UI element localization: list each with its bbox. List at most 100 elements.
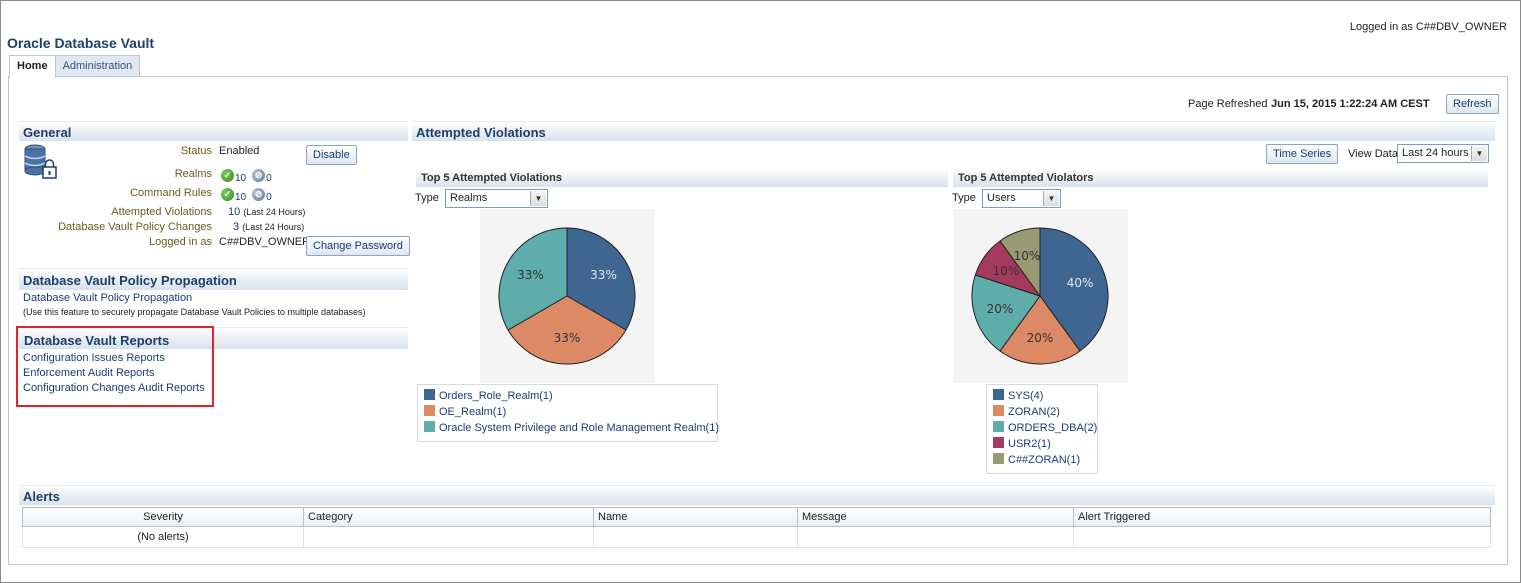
- policy-changes-count[interactable]: 3: [233, 221, 240, 233]
- violations-type-select[interactable]: Realms ▼: [445, 189, 548, 208]
- legend-item[interactable]: Oracle System Privilege and Role Managem…: [424, 421, 719, 437]
- violations-pie-chart: 33% 33% 33%: [498, 227, 636, 365]
- policy-changes-label: Database Vault Policy Changes: [58, 221, 212, 233]
- page-refreshed-timestamp: Jun 15, 2015 1:22:24 AM CEST: [1271, 98, 1430, 110]
- attempted-violations-note: (Last 24 Hours): [243, 207, 306, 217]
- violators-pie-chart: 40% 20% 20% 10%10%: [971, 227, 1109, 365]
- page-refreshed-label: Page Refreshed: [1188, 98, 1268, 110]
- enabled-check-icon: ✓: [221, 188, 234, 201]
- legend-item[interactable]: Orders_Role_Realm(1): [424, 389, 711, 405]
- pie-slice-label: 33%: [590, 268, 617, 282]
- attempted-violations-label: Attempted Violations: [111, 206, 212, 218]
- violators-type-label: Type: [952, 192, 976, 204]
- pie-slice[interactable]: [999, 227, 1041, 298]
- realms-label: Realms: [174, 168, 212, 180]
- content-panel: [8, 76, 1508, 565]
- change-password-button[interactable]: Change Password: [306, 236, 410, 256]
- pie-slice[interactable]: [566, 227, 636, 331]
- status-label: Status: [180, 145, 212, 157]
- violators-chart-area: 40% 20% 20% 10% 10%: [953, 209, 1128, 383]
- propagation-note: (Use this feature to securely propagate …: [23, 307, 366, 317]
- table-cell: [797, 526, 1074, 548]
- table-cell: [1073, 526, 1491, 548]
- chevron-down-icon: ▼: [1043, 191, 1059, 206]
- view-data-label: View Data: [1348, 148, 1398, 160]
- legend-swatch: [424, 421, 435, 432]
- general-header: General: [19, 121, 408, 141]
- table-row: (No alerts): [22, 526, 1491, 548]
- status-value: Enabled: [219, 145, 260, 157]
- violations-legend: Orders_Role_Realm(1) OE_Realm(1) Oracle …: [417, 384, 719, 442]
- pie-slice-label: 40%: [1067, 276, 1094, 290]
- pie-slice-label: 10%: [993, 264, 1020, 278]
- legend-swatch: [993, 421, 1004, 432]
- realms-disabled-count[interactable]: 0: [266, 173, 272, 184]
- alerts-header-row: Severity Category Name Message Alert Tri…: [22, 507, 1491, 527]
- chevron-down-icon: ▼: [1471, 146, 1487, 161]
- policy-changes-note: (Last 24 Hours): [242, 222, 305, 232]
- time-series-button[interactable]: Time Series: [1266, 144, 1339, 164]
- pie-slice[interactable]: [507, 295, 627, 365]
- tab-home[interactable]: Home: [9, 55, 56, 78]
- pie-slice[interactable]: [971, 274, 1041, 352]
- legend-swatch: [993, 405, 1004, 416]
- legend-label: Orders_Role_Realm(1): [439, 390, 553, 402]
- attempted-violations-count[interactable]: 10: [228, 206, 241, 218]
- pie-slice[interactable]: [1039, 227, 1109, 352]
- legend-item[interactable]: ORDERS_DBA(2): [993, 421, 1097, 437]
- legend-item[interactable]: SYS(4): [993, 389, 1091, 405]
- command-rules-enabled-count[interactable]: 10: [235, 192, 247, 203]
- violations-type-label: Type: [415, 192, 439, 204]
- table-cell: [593, 526, 798, 548]
- propagation-header: Database Vault Policy Propagation: [19, 268, 408, 290]
- legend-swatch: [993, 389, 1004, 400]
- legend-item[interactable]: C##ZORAN(1): [993, 453, 1091, 469]
- command-rules-disabled-count[interactable]: 0: [266, 192, 272, 203]
- legend-swatch: [993, 437, 1004, 448]
- configuration-changes-audit-reports-link[interactable]: Configuration Changes Audit Reports: [23, 382, 205, 394]
- configuration-issues-reports-link[interactable]: Configuration Issues Reports: [23, 352, 165, 364]
- policy-changes-row: 3 (Last 24 Hours): [233, 221, 304, 233]
- pie-slice-label: 33%: [554, 331, 581, 345]
- disable-button[interactable]: Disable: [306, 145, 357, 165]
- tab-bar: Home Administration: [9, 55, 141, 78]
- violators-chart-header: Top 5 Attempted Violators: [953, 169, 1488, 187]
- app-title: Oracle Database Vault: [7, 35, 155, 51]
- attempted-violations-row: 10 (Last 24 Hours): [228, 206, 305, 218]
- pie-slice[interactable]: [999, 295, 1081, 365]
- column-severity[interactable]: Severity: [22, 507, 304, 527]
- legend-item[interactable]: ZORAN(2): [993, 405, 1091, 421]
- table-cell: [303, 526, 594, 548]
- logged-in-as-label: Logged in as: [149, 236, 212, 248]
- legend-item[interactable]: OE_Realm(1): [424, 405, 711, 421]
- no-alerts-cell: (No alerts): [22, 526, 304, 548]
- attempted-violations-header: Attempted Violations: [412, 121, 1495, 141]
- column-name[interactable]: Name: [593, 507, 798, 527]
- reports-highlight-box: [16, 326, 214, 407]
- violations-chart-area: 33% 33% 33%: [480, 209, 655, 383]
- enforcement-audit-reports-link[interactable]: Enforcement Audit Reports: [23, 367, 155, 379]
- column-alert-triggered[interactable]: Alert Triggered: [1073, 507, 1491, 527]
- command-rules-counts: ✓ 10 ⊘ 0: [221, 186, 278, 203]
- reports-header: Database Vault Reports: [19, 327, 408, 349]
- propagation-link[interactable]: Database Vault Policy Propagation: [23, 292, 193, 304]
- violators-type-select[interactable]: Users ▼: [982, 189, 1061, 208]
- pie-slice-label: 10%: [1014, 249, 1041, 263]
- disabled-icon: ⊘: [252, 169, 266, 182]
- enabled-check-icon: ✓: [221, 169, 234, 182]
- view-data-select[interactable]: Last 24 hours ▼: [1397, 144, 1489, 163]
- legend-label: USR2(1): [1008, 438, 1051, 450]
- column-category[interactable]: Category: [303, 507, 594, 527]
- logged-in-as-value: C##DBV_OWNER: [219, 236, 311, 248]
- refresh-button[interactable]: Refresh: [1446, 94, 1499, 114]
- realms-enabled-count[interactable]: 10: [235, 173, 247, 184]
- tab-administration[interactable]: Administration: [54, 55, 141, 77]
- alerts-table: Severity Category Name Message Alert Tri…: [22, 507, 1491, 548]
- legend-label: OE_Realm(1): [439, 406, 507, 418]
- pie-slice[interactable]: [498, 227, 568, 331]
- legend-label: SYS(4): [1008, 390, 1044, 402]
- legend-item[interactable]: USR2(1): [993, 437, 1091, 453]
- column-message[interactable]: Message: [797, 507, 1074, 527]
- legend-label: C##ZORAN(1): [1008, 454, 1081, 466]
- legend-swatch: [993, 453, 1004, 464]
